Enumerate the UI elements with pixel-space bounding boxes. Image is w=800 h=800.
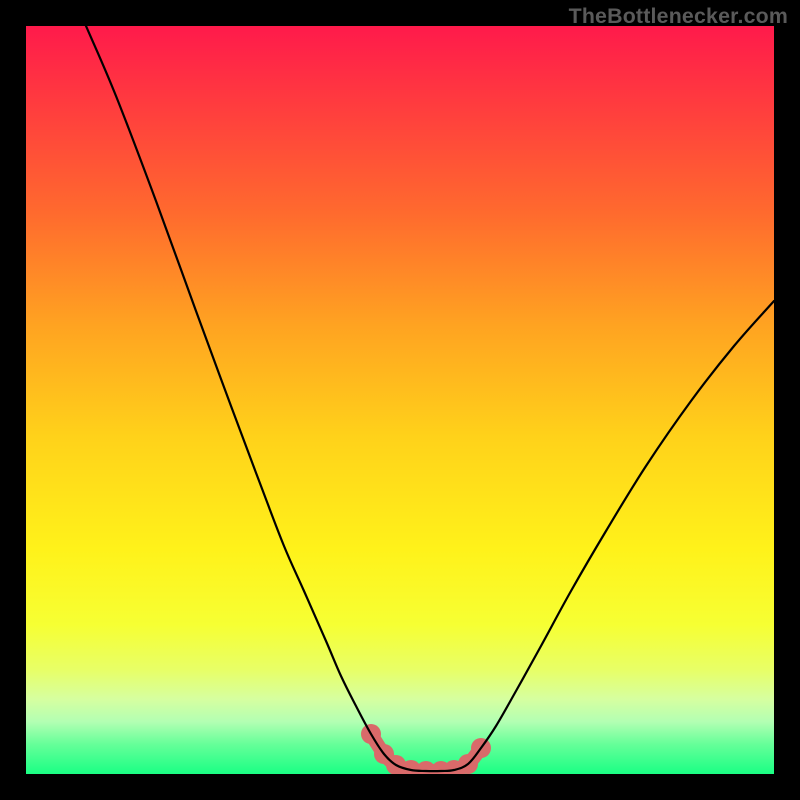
plot-svg bbox=[26, 26, 774, 774]
gradient-background bbox=[26, 26, 774, 774]
chart-frame: TheBottlenecker.com bbox=[0, 0, 800, 800]
watermark-text: TheBottlenecker.com bbox=[569, 4, 788, 29]
plot-area bbox=[26, 26, 774, 774]
